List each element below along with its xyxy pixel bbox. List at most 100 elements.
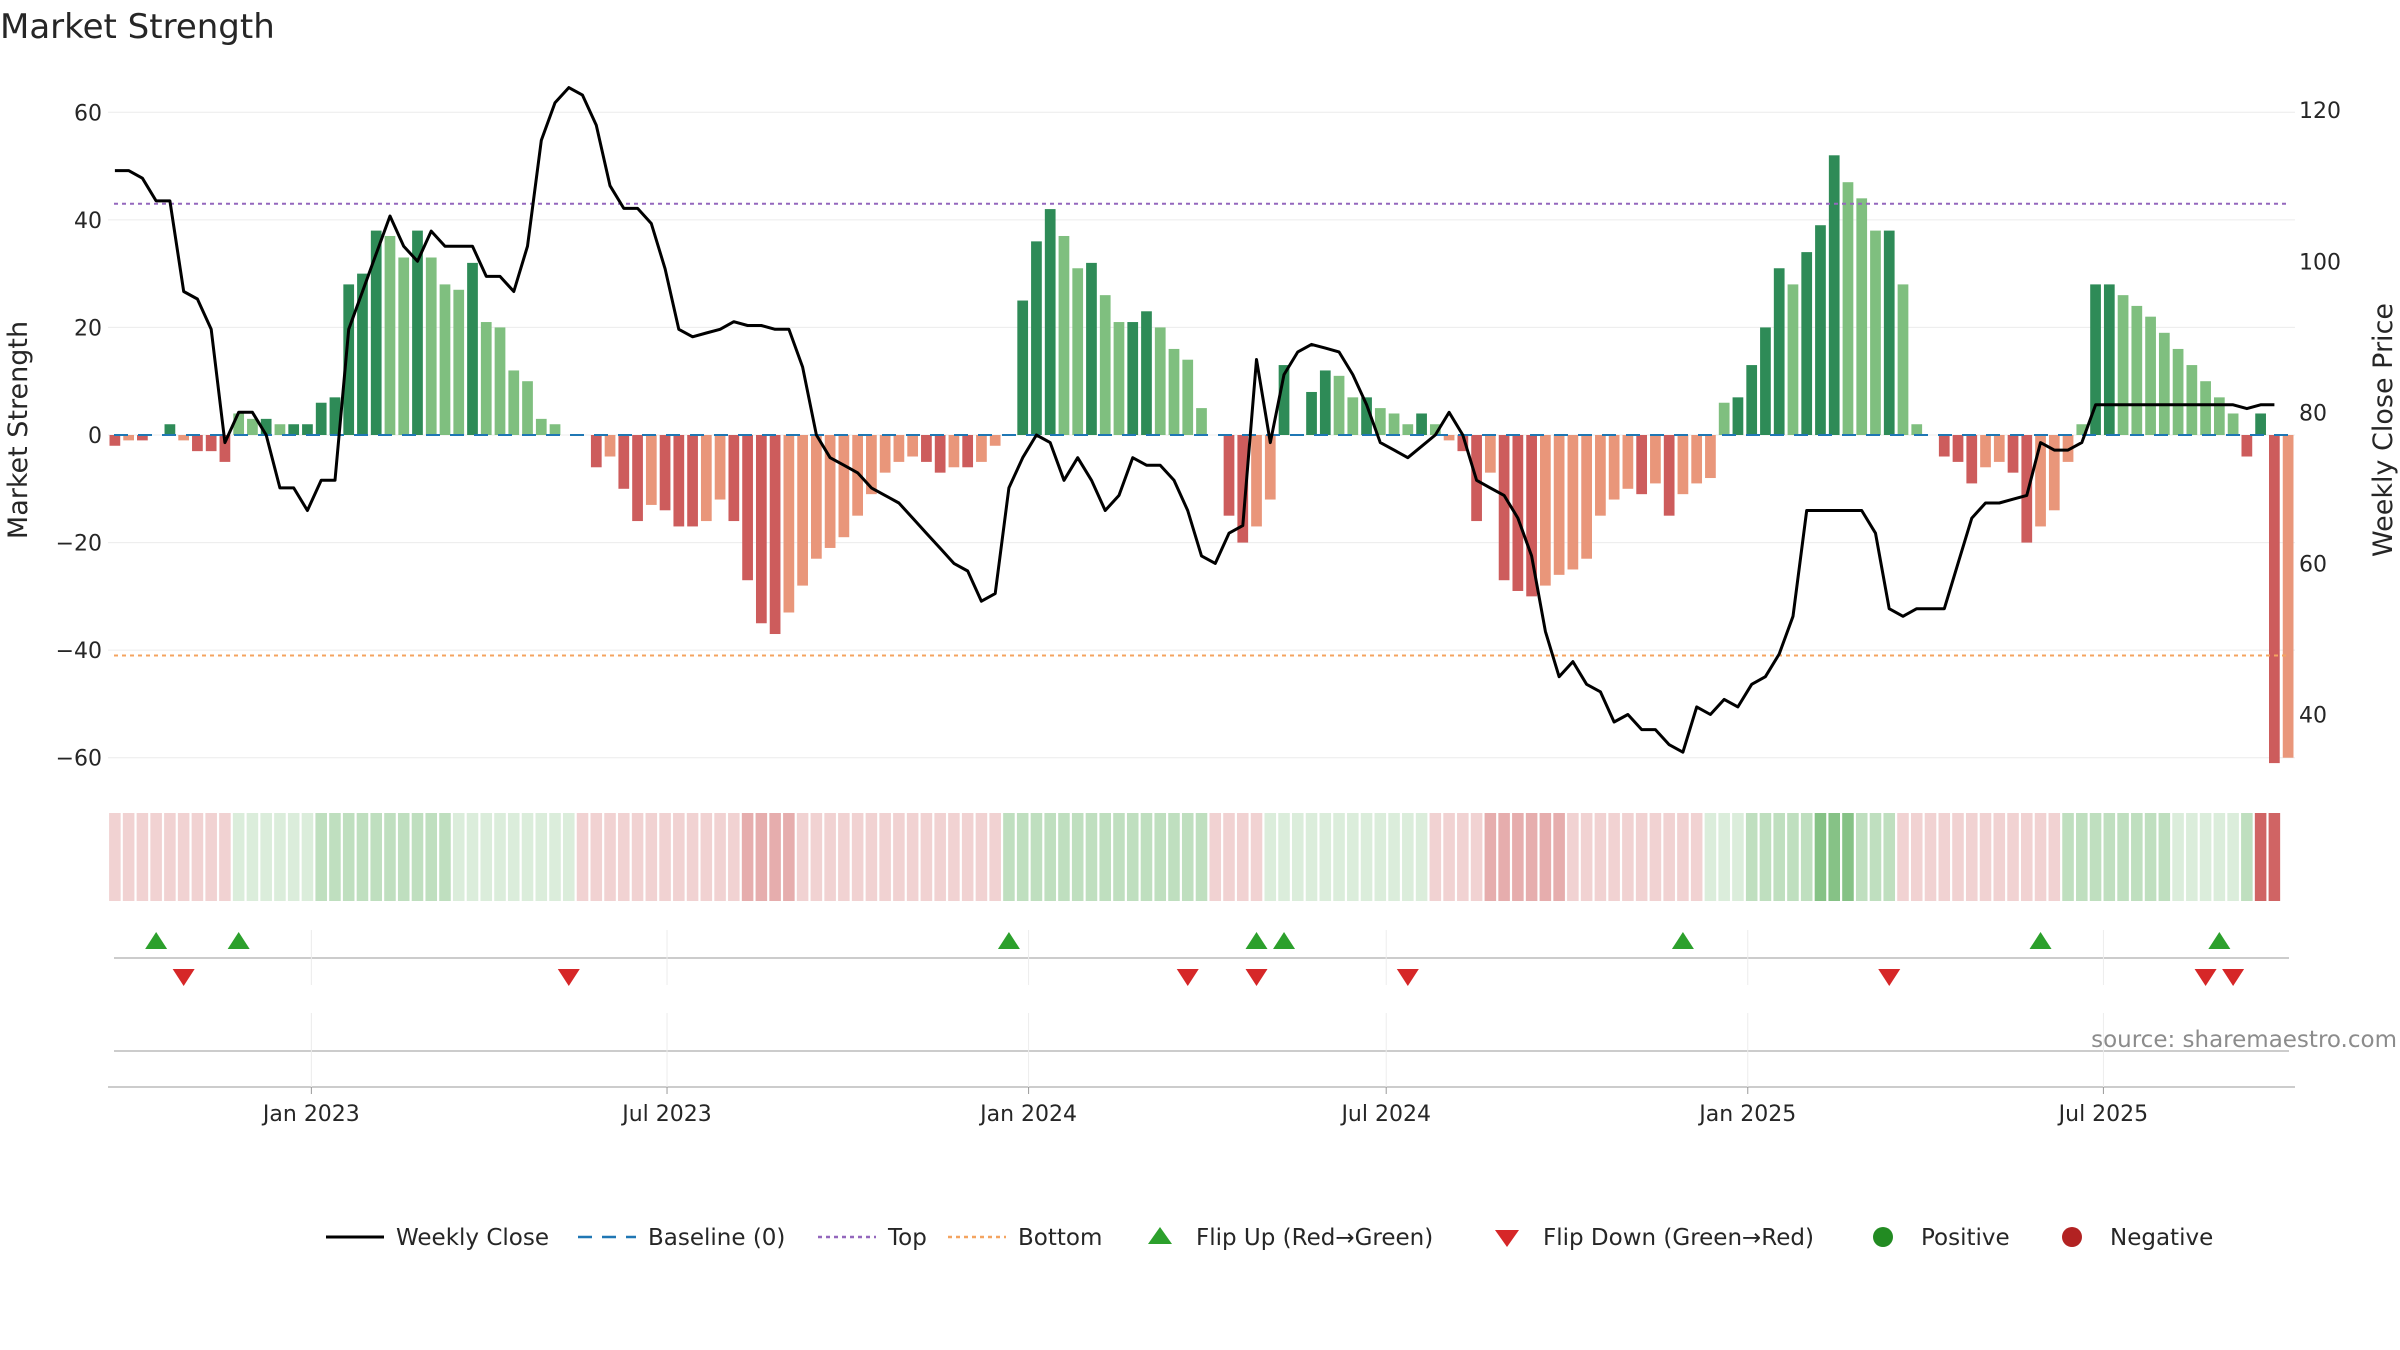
band-cell (563, 813, 575, 901)
strength-bar (1842, 182, 1854, 435)
strength-bar (1650, 435, 1661, 484)
band-cell (1993, 813, 2006, 901)
strength-bar (2213, 397, 2225, 435)
strength-bar (714, 435, 726, 500)
strength-bar (866, 435, 877, 495)
strength-bar (2172, 348, 2184, 435)
strength-bar (673, 435, 685, 527)
strength-bar (1856, 198, 1868, 435)
band-cell (2199, 813, 2212, 901)
band-cell (1429, 813, 1442, 901)
band-cell (1773, 813, 1785, 901)
strength-bar (1595, 435, 1606, 516)
band-cell (1498, 813, 1510, 901)
strength-bar (824, 435, 836, 548)
strength-bar (219, 435, 231, 462)
band-cell (989, 813, 1001, 901)
band-cell (1732, 813, 1744, 901)
band-cell (1553, 813, 1565, 901)
band-cell (576, 813, 589, 901)
strength-bar (838, 435, 850, 538)
strength-bar (1952, 435, 1964, 462)
band-cell (1016, 813, 1029, 901)
strength-bar (1636, 435, 1648, 495)
band-cell (1512, 813, 1524, 901)
strength-bar (1374, 408, 1386, 435)
strength-bar (1333, 375, 1345, 435)
strength-bar (178, 435, 190, 441)
strength-bar (989, 435, 1001, 446)
band-cell (466, 813, 479, 901)
strength-bar (549, 424, 561, 435)
band-cell (1635, 813, 1648, 901)
band-cell (2007, 813, 2019, 901)
strength-bar (1787, 284, 1799, 435)
strength-bar (302, 424, 313, 435)
band-cell (439, 813, 451, 901)
band-cell (1374, 813, 1387, 901)
strength-bar (1086, 262, 1097, 435)
strength-bar (1691, 435, 1703, 484)
strength-bar (2282, 435, 2294, 758)
legend-swatch-circle (1873, 1227, 1893, 1247)
legend-label: Flip Down (Green→Red) (1543, 1225, 1814, 1251)
band-cell (1567, 813, 1579, 901)
band-cell (1842, 813, 1854, 901)
strength-bar (480, 322, 492, 435)
band-cell (755, 813, 768, 901)
strength-bar (1044, 209, 1056, 435)
strength-bar (2048, 435, 2060, 511)
strength-bar (1705, 435, 1716, 479)
band-cell (796, 813, 809, 901)
band-cell (1154, 813, 1167, 901)
strength-bar (590, 435, 602, 468)
strength-bar (425, 257, 437, 435)
y-tick-right: 100 (2299, 250, 2341, 275)
band-cell (150, 813, 162, 901)
strength-bar (1141, 311, 1152, 435)
band-cell (1278, 813, 1290, 901)
strength-bar (384, 235, 396, 435)
band-cell (329, 813, 341, 901)
flip-down-marker (2194, 969, 2217, 986)
strength-bar (1815, 225, 1826, 435)
band-cell (1250, 813, 1263, 901)
strength-bar (1306, 391, 1317, 435)
strength-bar (453, 289, 465, 435)
band-cell (232, 813, 245, 901)
band-cell (342, 813, 355, 901)
band-cell (659, 813, 671, 901)
band-cell (1649, 813, 1662, 901)
band-cell (2076, 813, 2088, 901)
y-tick-left: 0 (88, 424, 102, 449)
band-cell (714, 813, 726, 901)
legend-label: Bottom (1018, 1225, 1102, 1251)
strength-bar (192, 435, 203, 452)
strength-bar (1031, 241, 1042, 435)
band-cell (1195, 813, 1208, 901)
strength-bar (1732, 397, 1744, 435)
y-tick-left: 60 (74, 101, 102, 126)
band-cell (1402, 813, 1414, 901)
legend-label: Positive (1921, 1225, 2010, 1251)
band-cell (686, 813, 699, 901)
band-cell (177, 813, 190, 901)
band-cell (2034, 813, 2047, 901)
y-axis-right-label: Weekly Close Price (2368, 303, 2399, 557)
strength-bar (2186, 365, 2198, 435)
band-cell (1828, 813, 1840, 901)
strength-bar (1416, 413, 1427, 435)
band-cell (948, 813, 960, 901)
strength-bar (2103, 284, 2115, 435)
strength-bar (879, 435, 891, 473)
band-cell (1663, 813, 1675, 901)
band-cell (136, 813, 149, 901)
band-cell (260, 813, 272, 901)
strength-bar (755, 435, 767, 624)
strength-bar (1581, 435, 1592, 559)
band-cell (1608, 813, 1620, 901)
strength-bar (2241, 435, 2253, 457)
x-tick-label: Jul 2024 (1339, 1102, 1431, 1127)
strength-bar (1457, 435, 1469, 452)
band-cell (246, 813, 259, 901)
